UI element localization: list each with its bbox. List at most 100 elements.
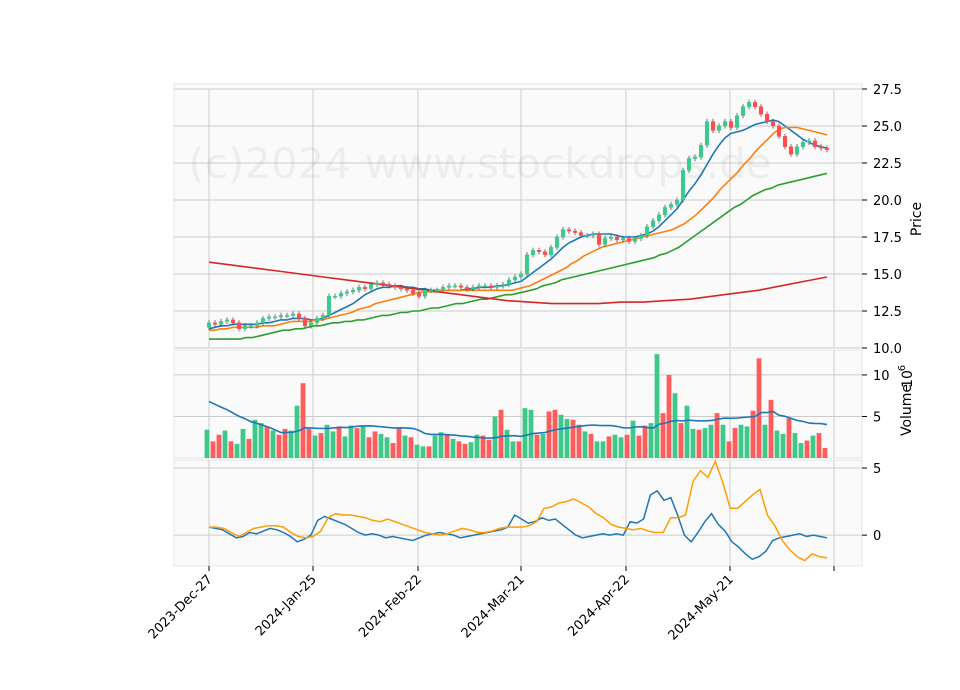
ma10-line [208, 119, 828, 330]
candle-body [368, 284, 374, 290]
candle-body [230, 319, 236, 324]
price-tick-label: 20.0 [873, 194, 902, 209]
candle-body [506, 279, 512, 285]
volume-bar [588, 433, 594, 458]
volume-bar [576, 424, 582, 458]
volume-bar [264, 426, 270, 458]
volume-bar [288, 430, 294, 458]
volume-bar [222, 430, 228, 458]
volume-bar [810, 435, 816, 458]
volume-average-line [208, 400, 828, 439]
oscillator-panel-area [173, 459, 863, 567]
candle-body [692, 156, 698, 159]
volume-bar [216, 434, 222, 458]
candle-body [266, 316, 272, 319]
volume-bar [204, 429, 210, 458]
volume-bar [372, 431, 378, 458]
candle-body [350, 290, 356, 293]
volume-bar [540, 433, 546, 458]
candle-body [650, 220, 656, 227]
price-tick-label: 17.5 [873, 231, 902, 246]
volume-bar [474, 434, 480, 458]
oscillator-grid [174, 460, 862, 566]
ma20-line [209, 126, 828, 332]
price-axis-label: Price [909, 202, 925, 236]
candle-body [212, 322, 218, 325]
volume-axis-label: Volume [899, 384, 915, 436]
candle-body [392, 285, 398, 288]
volume-bar [546, 411, 552, 458]
volume-bar [258, 423, 264, 458]
volume-bar [318, 433, 324, 458]
candle-body [362, 287, 368, 290]
volume-bar [246, 438, 252, 458]
volume-bar [786, 418, 792, 458]
volume-bar [480, 435, 486, 458]
price-tick-label: 22.5 [873, 157, 902, 172]
candle-body [800, 142, 806, 147]
candle-body [710, 121, 716, 131]
volume-bar [702, 428, 708, 458]
candle-body [734, 115, 740, 128]
volume-bar [558, 414, 564, 458]
candle-body [644, 226, 650, 236]
candle-body [596, 233, 602, 245]
candle-body [320, 315, 326, 319]
volume-bar [456, 441, 462, 458]
ma50-line [209, 172, 828, 340]
volume-bar [234, 443, 240, 458]
volume-bar [774, 430, 780, 458]
volume-bar [378, 433, 384, 458]
oscillator-line-2 [209, 459, 828, 562]
volume-bar [384, 437, 390, 458]
volume-bar [564, 418, 570, 458]
candle-body [542, 251, 548, 256]
candle-body [512, 276, 518, 281]
candle-body [764, 113, 770, 122]
volume-bar [354, 428, 360, 458]
candle-body [224, 319, 230, 322]
candle-body [578, 232, 584, 236]
volume-bar [210, 441, 216, 458]
volume-bar [570, 419, 576, 458]
candle-body [722, 121, 728, 127]
candle-body [740, 106, 746, 116]
candle-body [464, 287, 470, 290]
watermark: (c)2024 www.stockdrops.de [188, 139, 771, 188]
candle-body [536, 250, 542, 253]
candle-body [554, 236, 560, 248]
volume-bar [420, 446, 426, 458]
price-y-ticks: 10.0 12.5 15.0 17.5 20.0 22.5 25.0 27.5 [862, 83, 902, 357]
price-tick-label: 15.0 [873, 268, 902, 283]
volume-y-ticks: 5 10 [862, 369, 890, 425]
candle-body [254, 322, 260, 327]
volume-bar [798, 443, 804, 458]
volume-bar [642, 425, 648, 458]
candle-body [428, 290, 434, 292]
volume-bar [606, 436, 612, 458]
candle-body [662, 207, 668, 216]
candle-body [626, 238, 632, 242]
candle-body [260, 318, 266, 324]
volume-bar [312, 435, 318, 458]
price-grid [174, 88, 862, 349]
volume-tick-label: 10 [873, 369, 890, 384]
candle-body [440, 287, 446, 291]
volume-bar [348, 425, 354, 458]
candle-body [572, 230, 578, 233]
candle-body [560, 229, 566, 238]
volume-bar [252, 419, 258, 458]
price-tick-label: 25.0 [873, 120, 902, 135]
volume-moving-average [208, 400, 828, 439]
candle-body [656, 214, 662, 221]
volume-bar [342, 436, 348, 458]
candle-body [602, 238, 608, 245]
volume-bar [612, 434, 618, 458]
candle-body [674, 199, 680, 205]
candle-body [422, 290, 428, 297]
volume-bar [270, 430, 276, 458]
oscillator-tick-label: 5 [873, 462, 881, 477]
volume-bar [306, 428, 312, 458]
candle-body [632, 238, 638, 242]
